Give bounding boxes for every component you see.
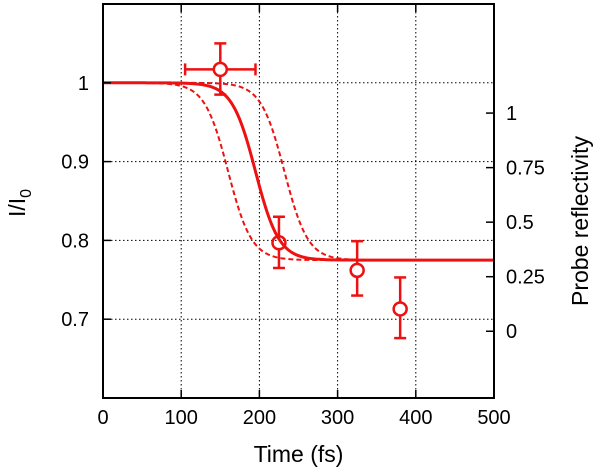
x-tick-label: 300 (321, 407, 354, 429)
y-tick-label: 0.9 (61, 152, 89, 174)
x-tick-label: 100 (165, 407, 198, 429)
ticks: 0 100 200 300 400 500 0.7 0.8 0.9 1 0 0.25 0.5 0.75 1 (61, 4, 545, 429)
data-point (271, 215, 287, 270)
fit-curve (103, 81, 494, 262)
plot-frame (102, 3, 495, 399)
bound-curve (103, 81, 494, 262)
y-axis-label-subscript: 0 (18, 189, 35, 198)
y-tick-label: 0.8 (61, 230, 89, 252)
y-tick-label: 1 (78, 73, 89, 95)
y2-tick-label: 0 (506, 321, 517, 343)
curves (103, 81, 494, 262)
y-tick-label: 0.7 (61, 309, 89, 331)
y-axis-label-main: I/I (4, 198, 30, 217)
x-tick-label: 0 (97, 407, 108, 429)
point-marker (212, 61, 229, 78)
x-tick-label: 200 (243, 407, 276, 429)
x-tick-label: 400 (399, 407, 432, 429)
y2-tick-label: 0.25 (506, 267, 545, 289)
y-axis-label: I/I0 (4, 189, 35, 217)
data-point (183, 42, 257, 96)
data-point (392, 276, 408, 340)
x-tick-label: 500 (477, 407, 510, 429)
y2-axis-label: Probe reflectivity (567, 136, 593, 307)
data-points (183, 42, 408, 340)
y2-tick-label: 0.5 (506, 212, 534, 234)
y2-tick-label: 0.75 (506, 158, 545, 180)
point-marker (392, 301, 408, 317)
point-marker (349, 262, 365, 279)
grid-lines (103, 4, 494, 398)
bound-curve (103, 81, 494, 262)
data-point (349, 239, 365, 297)
point-marker (271, 235, 287, 251)
y2-tick-label: 1 (506, 103, 517, 125)
x-axis-label: Time (fs) (254, 441, 344, 467)
